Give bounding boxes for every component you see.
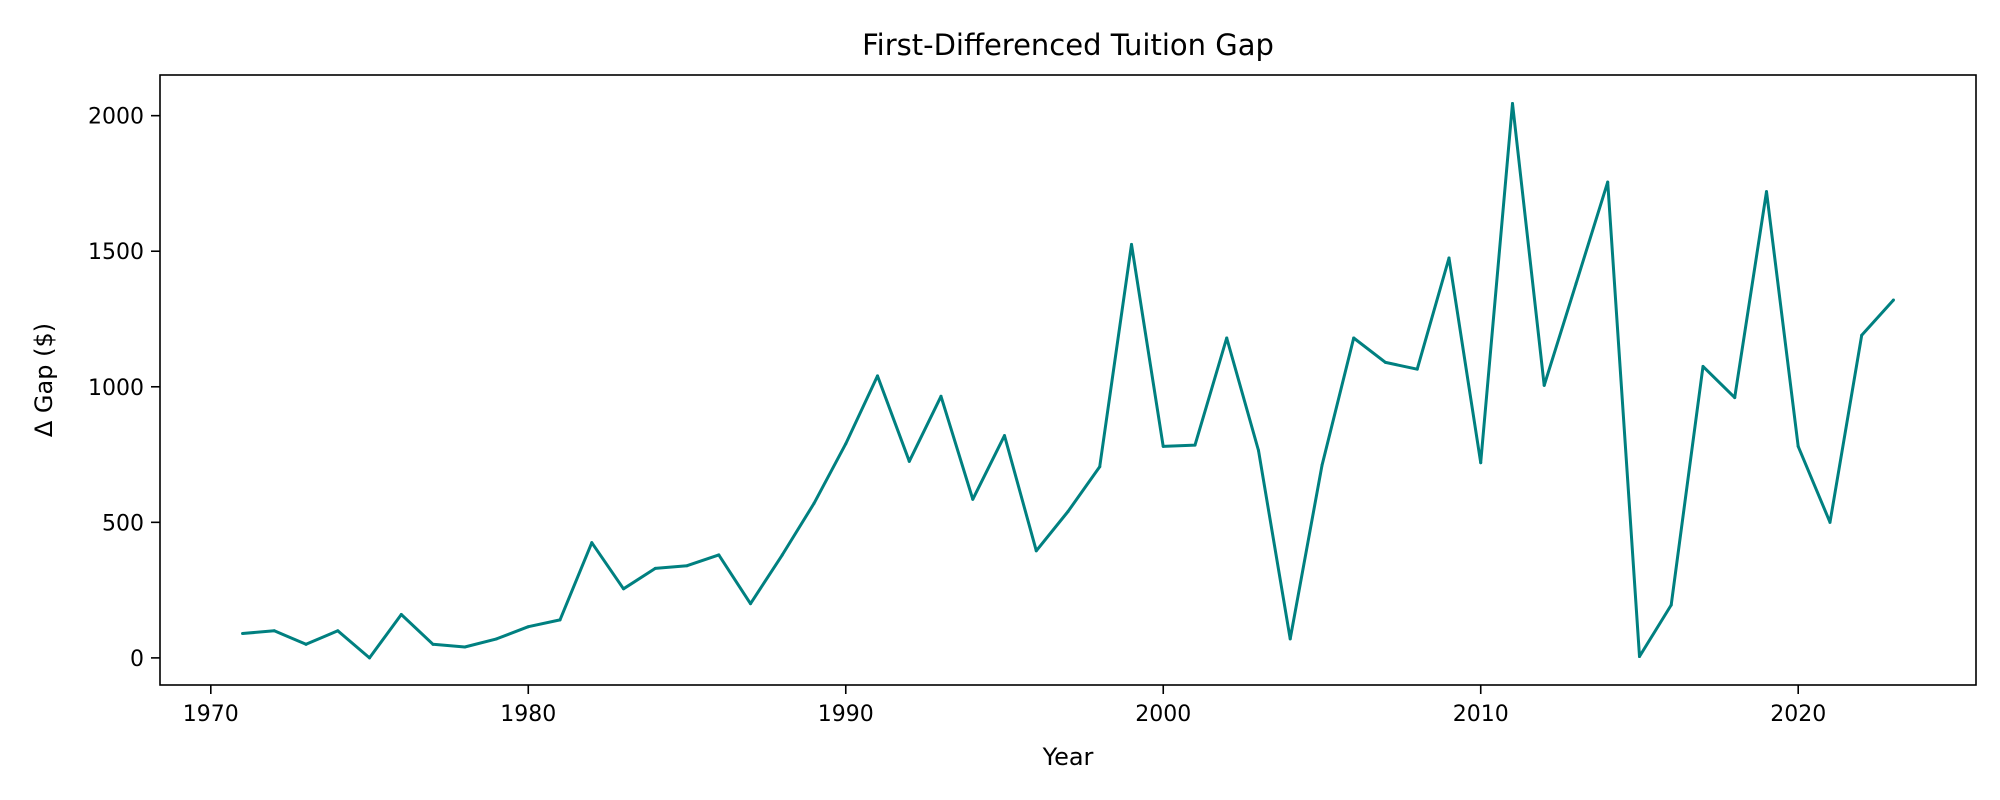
y-tick-label: 500 <box>102 511 144 536</box>
data-point <box>558 618 562 622</box>
series-layer <box>241 101 1895 660</box>
data-point <box>1225 336 1229 340</box>
data-point <box>1764 190 1768 194</box>
data-point <box>590 541 594 545</box>
data-point <box>1733 396 1737 400</box>
data-point <box>844 442 848 446</box>
data-point <box>1003 434 1007 438</box>
data-point <box>495 637 499 641</box>
data-point <box>1161 444 1165 448</box>
data-point <box>1542 383 1546 387</box>
data-point <box>1193 443 1197 447</box>
x-tick-label: 1970 <box>183 702 239 727</box>
data-point <box>717 553 721 557</box>
data-point <box>1066 509 1070 513</box>
data-point <box>876 374 880 378</box>
data-point <box>1352 336 1356 340</box>
data-point <box>1574 282 1578 286</box>
data-point <box>1479 461 1483 465</box>
y-tick-label: 0 <box>130 647 144 672</box>
data-point <box>653 566 657 570</box>
data-point <box>399 613 403 617</box>
data-point <box>1447 256 1451 260</box>
data-point <box>1034 549 1038 553</box>
data-point <box>622 587 626 591</box>
data-point <box>1383 360 1387 364</box>
data-point <box>749 602 753 606</box>
x-axis-label: Year <box>1042 743 1094 771</box>
data-point <box>1701 364 1705 368</box>
data-point <box>685 564 689 568</box>
data-point <box>1129 242 1133 246</box>
data-point <box>907 459 911 463</box>
x-axis: 1970 1980 1990 2000 2010 2020 <box>183 685 1826 727</box>
chart-title: First-Differenced Tuition Gap <box>862 28 1274 62</box>
data-point <box>1860 333 1864 337</box>
plot-area <box>159 74 1977 686</box>
data-point <box>971 497 975 501</box>
data-point <box>526 625 530 629</box>
data-point <box>1669 603 1673 607</box>
x-tick-label: 2010 <box>1453 702 1509 727</box>
x-tick-label: 1980 <box>500 702 556 727</box>
data-point <box>1098 465 1102 469</box>
data-point <box>1891 298 1895 302</box>
data-point <box>780 553 784 557</box>
data-point <box>431 642 435 646</box>
data-point <box>336 629 340 633</box>
data-point <box>304 642 308 646</box>
data-point <box>939 394 943 398</box>
data-point <box>1415 367 1419 371</box>
y-axis-label: Δ Gap ($) <box>30 323 58 437</box>
x-tick-label: 2000 <box>1135 702 1191 727</box>
x-tick-label: 2020 <box>1770 702 1826 727</box>
x-tick-label: 1990 <box>818 702 874 727</box>
y-tick-label: 1000 <box>88 376 144 401</box>
data-point <box>272 629 276 633</box>
y-tick-label: 1500 <box>88 240 144 265</box>
data-point <box>1637 655 1641 659</box>
data-point <box>1320 463 1324 467</box>
y-axis: 0 500 1000 1500 2000 <box>88 105 160 672</box>
data-point <box>368 656 372 660</box>
data-point <box>1256 448 1260 452</box>
data-point <box>812 501 816 505</box>
data-point <box>1288 637 1292 641</box>
data-point <box>1510 101 1514 105</box>
data-point <box>1606 180 1610 184</box>
y-tick-label: 2000 <box>88 105 144 130</box>
data-point <box>1828 520 1832 524</box>
data-point <box>463 645 467 649</box>
data-point <box>1796 444 1800 448</box>
data-point <box>241 631 245 635</box>
